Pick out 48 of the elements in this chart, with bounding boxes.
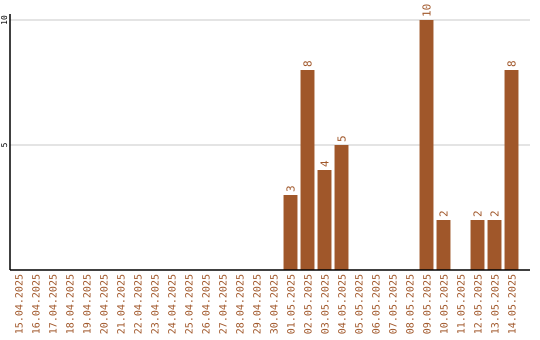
x-tick-label: 19.04.2025	[82, 274, 94, 334]
x-tick-label: 05.05.2025	[354, 274, 366, 334]
data-label: 4	[318, 160, 332, 167]
bar	[420, 20, 434, 270]
data-label: 8	[506, 60, 518, 67]
bar	[436, 220, 450, 270]
x-tick-label: 03.05.2025	[320, 274, 332, 334]
x-tick-label: 08.05.2025	[406, 274, 416, 334]
x-tick-label: 28.04.2025	[236, 274, 246, 334]
data-label: 2	[472, 210, 484, 217]
x-tick-label: 30.04.2025	[270, 274, 280, 334]
x-tick-label: 15.04.2025	[14, 274, 26, 334]
x-tick-label: 14.05.2025	[508, 274, 518, 334]
x-tick-label: 24.04.2025	[168, 274, 178, 334]
x-tick-label: 18.04.2025	[66, 274, 76, 334]
x-tick-label: 07.05.2025	[388, 274, 400, 334]
data-label: 10	[420, 4, 434, 17]
bar	[300, 70, 314, 270]
bar	[504, 70, 518, 270]
x-tick-label: 16.04.2025	[32, 274, 42, 334]
data-label: 5	[336, 135, 348, 142]
bar	[488, 220, 502, 270]
bar	[318, 170, 332, 270]
x-tick-label: 27.04.2025	[218, 274, 230, 334]
x-tick-label: 29.04.2025	[252, 274, 264, 334]
x-tick-label: 17.04.2025	[48, 274, 60, 334]
x-tick-label: 12.05.2025	[474, 274, 484, 334]
x-tick-label: 06.05.2025	[372, 274, 382, 334]
x-tick-label: 13.05.2025	[490, 274, 502, 334]
x-tick-label: 04.05.2025	[338, 274, 348, 334]
x-tick-label: 02.05.2025	[304, 274, 314, 334]
data-label: 2	[438, 210, 450, 217]
data-label: 2	[488, 210, 502, 217]
x-tick-label: 01.05.2025	[286, 274, 298, 334]
x-tick-label: 26.04.2025	[202, 274, 212, 334]
x-tick-label: 21.04.2025	[116, 274, 128, 334]
x-tick-label: 23.04.2025	[150, 274, 162, 334]
x-tick-label: 11.05.2025	[456, 274, 468, 334]
data-label: 3	[284, 185, 298, 192]
data-label: 8	[302, 60, 314, 67]
bar	[284, 195, 298, 270]
x-tick-label: 10.05.2025	[440, 274, 450, 334]
bar	[470, 220, 484, 270]
x-tick-label: 09.05.2025	[422, 274, 434, 334]
bar	[334, 145, 348, 270]
x-tick-label: 20.04.2025	[100, 274, 110, 334]
x-tick-label: 22.04.2025	[134, 274, 144, 334]
x-tick-label: 25.04.2025	[184, 274, 196, 334]
